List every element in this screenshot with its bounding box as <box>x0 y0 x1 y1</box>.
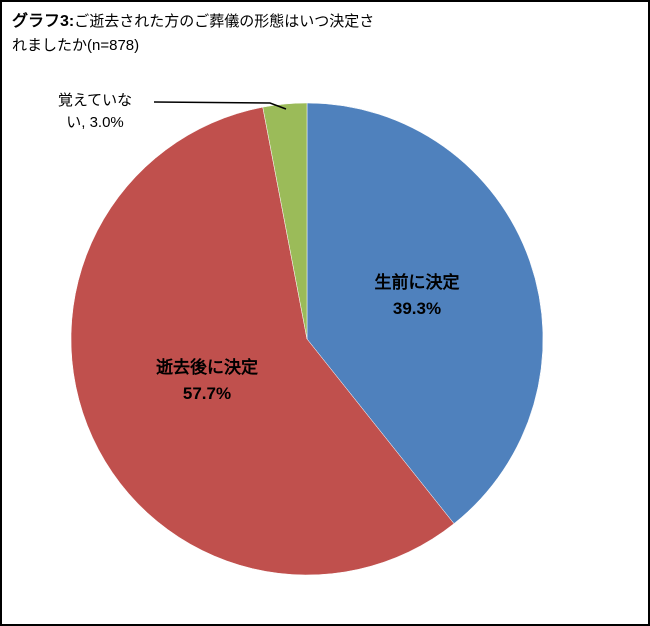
pie-slices <box>70 102 544 576</box>
chart-title-text: ご逝去された方のご葬儀の形態はいつ決定さ <box>74 13 375 30</box>
chart-title-line1: グラフ3:ご逝去された方のご葬儀の形態はいつ決定さ <box>12 10 572 34</box>
chart-title-line2: れましたか(n=878) <box>12 37 140 54</box>
pie-slice-2 <box>262 102 308 340</box>
outside-label-line2: い, 3.0% <box>66 114 124 131</box>
slice-label-dont-remember: 覚えていな い, 3.0% <box>30 90 160 134</box>
pie-slice-1 <box>70 106 455 576</box>
leader-line <box>153 101 287 110</box>
chart-title-prefix: グラフ3: <box>12 13 75 30</box>
pie-slice-0 <box>306 102 544 524</box>
chart-title: グラフ3:ご逝去された方のご葬儀の形態はいつ決定さ れましたか(n=878) <box>12 10 572 58</box>
outside-label-line1: 覚えていな <box>57 92 133 109</box>
